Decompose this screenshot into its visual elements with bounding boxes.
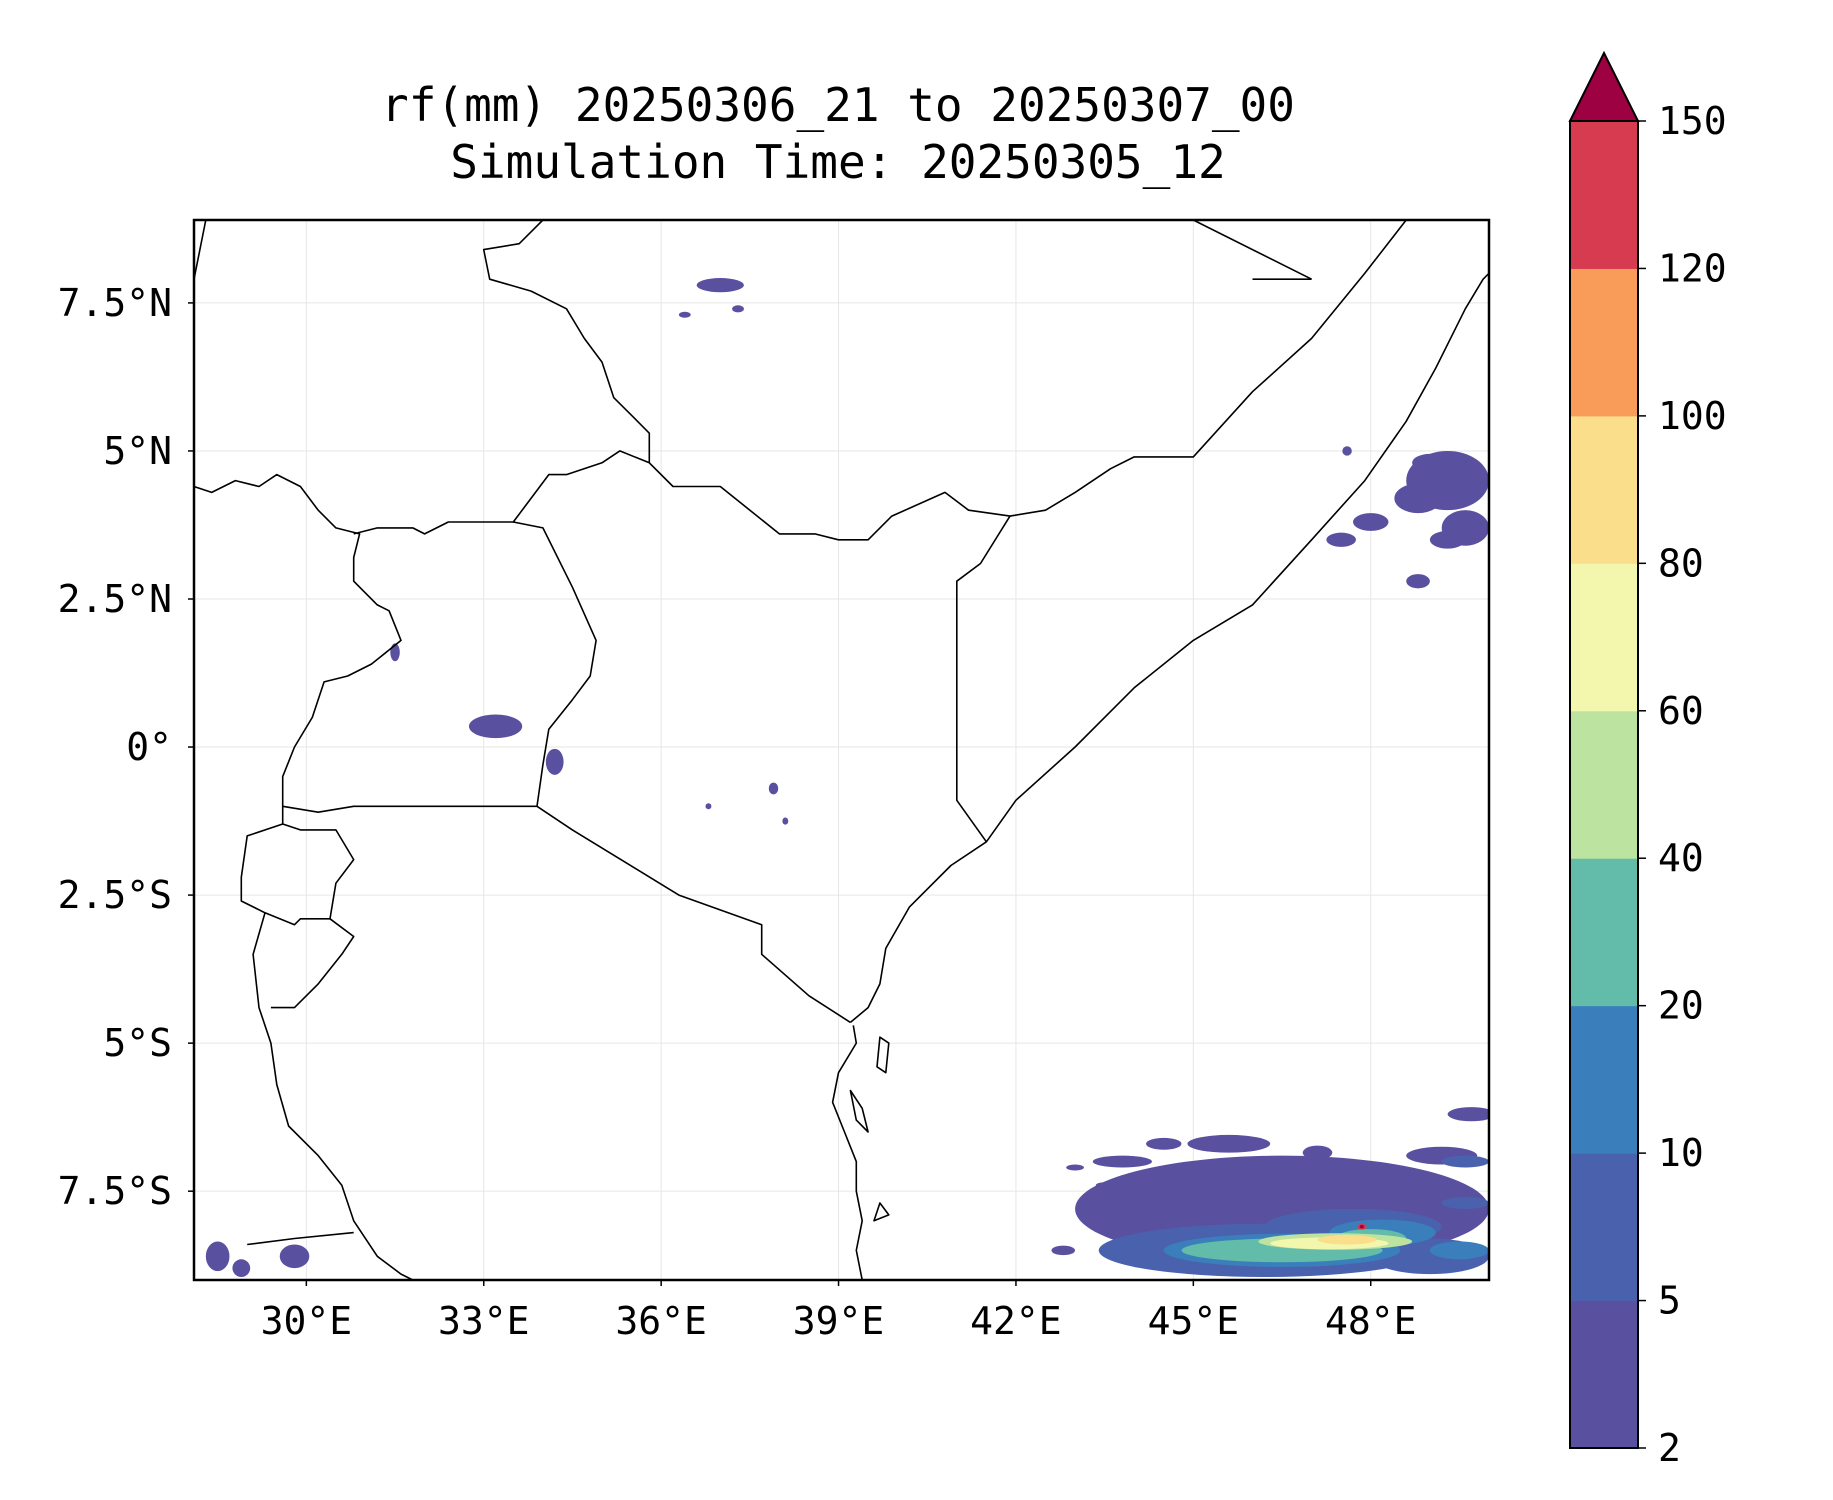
rainfall-patch [279,1244,310,1269]
colorbar-segment [1570,858,1638,1007]
rainfall-patch [1317,1234,1377,1245]
border-line [482,220,651,463]
rainfall-patch [1441,1155,1489,1168]
y-tick-label: 0° [126,725,172,769]
colorbar-extend-arrow [1568,50,1640,122]
x-tick-label: 33°E [438,1299,530,1343]
x-tick-label: 42°E [970,1299,1062,1343]
border-line [353,450,1011,541]
rainfall-patch [205,1241,230,1272]
rainfall-patch [1095,1182,1114,1189]
y-tick-label: 5°N [103,429,172,473]
border-line [1009,220,1407,517]
x-tick-label: 36°E [615,1299,707,1343]
colorbar-tick-label: 40 [1658,836,1704,880]
rainfall-colorbar: 2 5 10 20 40 60 80 100 120 150 [1568,50,1727,1470]
colorbar-segment [1570,1300,1638,1449]
rainfall-patch [1066,1164,1084,1171]
border-line [194,220,207,280]
y-tick-label: 2.5°S [58,873,172,917]
rainfall-patch [1092,1155,1152,1168]
border-line [513,521,597,807]
rainfall-patch [1342,446,1352,456]
island-outline [876,1036,890,1074]
rainfall-patch [1146,1137,1182,1150]
colorbar-tick-label: 80 [1658,541,1704,585]
rainfall-patch [468,714,523,739]
colorbar-tick-label: 2 [1658,1426,1681,1470]
colorbar-segment [1570,1153,1638,1302]
border-line [956,515,1011,843]
rainfall-patch [696,278,744,293]
rainfall-patch [705,803,712,810]
rainfall-patch [545,748,564,775]
border-line [1192,220,1312,280]
map-frame [192,218,1491,1282]
rainfall-patch [1302,1145,1333,1160]
colorbar-tick-label: 5 [1658,1279,1681,1323]
longitude-tick-labels: 30°E 33°E 36°E 39°E 42°E 45°E 48°E [261,1280,1417,1343]
colorbar-tick-label: 150 [1658,99,1727,143]
x-tick-label: 48°E [1325,1299,1417,1343]
rainfall-patch [1051,1245,1076,1256]
island-outline [873,1202,890,1222]
rainfall-patch [232,1259,251,1278]
colorbar-tick-label: 10 [1658,1131,1704,1175]
colorbar-tick-label: 120 [1658,246,1727,290]
border-line [831,1025,863,1280]
colorbar-tick-label: 20 [1658,984,1704,1028]
colorbar-segment [1570,121,1638,269]
border-line [849,272,1489,1024]
rainfall-patch [1441,1197,1489,1209]
x-tick-label: 45°E [1148,1299,1240,1343]
map-title-line-1: rf(mm) 20250306_21 to 20250307_00 [381,78,1295,132]
y-tick-label: 2.5°N [58,577,172,621]
border-line [270,918,355,1009]
latitude-tick-labels: 7.5°N 5°N 2.5°N 0° 2.5°S 5°S 7.5°S [58,281,194,1213]
rainfall-patch [782,817,789,825]
country-borders [194,220,1489,1280]
rainfall-patch [1406,574,1430,589]
rainfall-patch [1429,530,1466,549]
rainfall-patch [768,782,779,795]
rainfall-patch [1447,1107,1489,1122]
colorbar-segment [1570,710,1638,859]
x-tick-label: 39°E [793,1299,885,1343]
rainfall-patch [1187,1134,1271,1153]
rainfall-patch [1359,1224,1365,1229]
rainfall-patch [1352,513,1389,531]
x-tick-label: 30°E [261,1299,353,1343]
map-gridlines [194,220,1489,1280]
rainfall-field [205,278,1489,1278]
colorbar-segment [1570,1005,1638,1154]
rainfall-patch [1394,483,1442,514]
map-title-line-2: Simulation Time: 20250305_12 [450,135,1225,189]
colorbar-segment [1570,415,1638,564]
rainfall-patch [678,311,691,318]
border-line [194,473,414,1280]
rainfall-patch [1326,532,1356,547]
rainfall-patch [1412,453,1448,472]
colorbar-tick-label: 100 [1658,394,1727,438]
rainfall-patch [1429,1241,1489,1260]
border-line [247,1231,354,1246]
y-tick-label: 7.5°N [58,281,172,325]
rainfall-patch [732,305,744,313]
y-tick-label: 5°S [103,1021,172,1065]
border-line [282,805,851,1024]
colorbar-frame [1569,120,1639,1449]
border-line [264,823,355,926]
colorbar-tick-label: 60 [1658,689,1704,733]
y-tick-label: 7.5°S [58,1169,172,1213]
colorbar-segment [1570,563,1638,712]
island-outline [849,1089,869,1133]
colorbar-segment [1570,268,1638,417]
